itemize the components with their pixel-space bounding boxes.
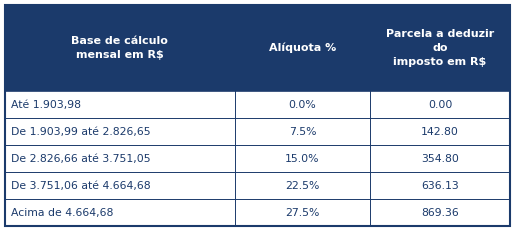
Text: 22.5%: 22.5% [285, 181, 320, 191]
Bar [5, 5, 510, 91]
Text: Até 1.903,98: Até 1.903,98 [11, 100, 81, 110]
Text: 0.00: 0.00 [428, 100, 452, 110]
Text: 354.80: 354.80 [421, 154, 459, 164]
Text: 636.13: 636.13 [421, 181, 459, 191]
Text: Base de cálculo
mensal em R$: Base de cálculo mensal em R$ [72, 36, 168, 60]
Bar [5, 118, 510, 145]
Text: Alíquota %: Alíquota % [269, 43, 336, 54]
Text: Parcela a deduzir
do
imposto em R$: Parcela a deduzir do imposto em R$ [386, 29, 494, 67]
Text: De 3.751,06 até 4.664,68: De 3.751,06 até 4.664,68 [11, 181, 150, 191]
Text: 142.80: 142.80 [421, 127, 459, 137]
Text: 7.5%: 7.5% [289, 127, 316, 137]
Text: 27.5%: 27.5% [285, 207, 320, 218]
Bar [5, 199, 510, 226]
Text: Acima de 4.664,68: Acima de 4.664,68 [11, 207, 113, 218]
Text: 15.0%: 15.0% [285, 154, 320, 164]
Text: De 2.826,66 até 3.751,05: De 2.826,66 até 3.751,05 [11, 154, 150, 164]
Bar [5, 172, 510, 199]
Text: De 1.903,99 até 2.826,65: De 1.903,99 até 2.826,65 [11, 127, 150, 137]
Bar [5, 91, 510, 118]
Text: 0.0%: 0.0% [288, 100, 316, 110]
Text: 869.36: 869.36 [421, 207, 459, 218]
Bar [5, 145, 510, 172]
